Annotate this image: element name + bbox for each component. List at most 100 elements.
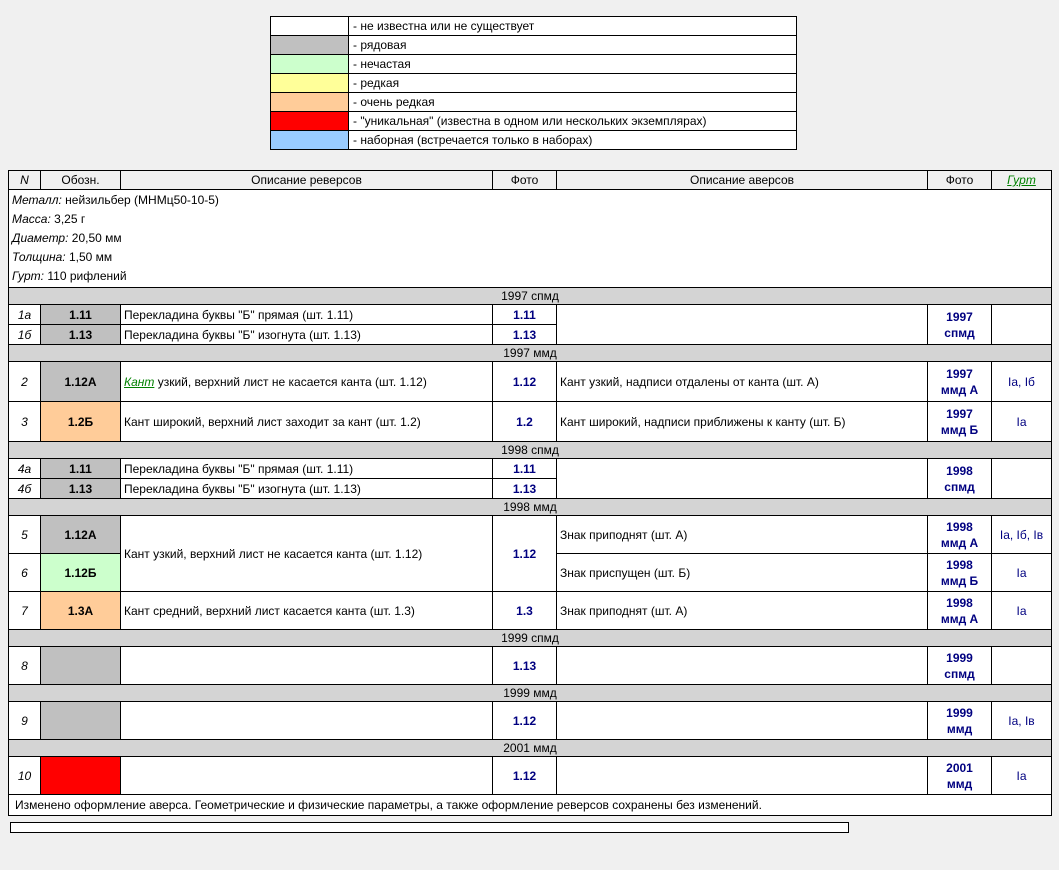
legend-color-swatch [270, 92, 349, 112]
reverse-photo-link[interactable]: 1.11 [492, 304, 557, 325]
gurt-link[interactable]: Iа [991, 401, 1052, 442]
reverse-photo-link[interactable]: 1.13 [492, 646, 557, 685]
legend-label: - нечастая [348, 54, 797, 74]
coin-varieties-table: N Обозн. Описание реверсов Фото Описание… [8, 170, 1052, 816]
col-header-photo-obverse: Фото [927, 170, 992, 190]
row-number: 4б [8, 478, 41, 499]
variety-code: 1.2Б [40, 401, 121, 442]
gurt-link[interactable]: Iа, Iв [991, 701, 1052, 740]
reverse-photo-link[interactable]: 1.3 [492, 591, 557, 630]
obverse-description [556, 304, 928, 345]
photo-link-line: ммд [946, 776, 973, 791]
obverse-photo-link[interactable]: 1998 спмд [927, 458, 992, 499]
obverse-photo-link[interactable]: 1998 ммд А [927, 515, 992, 554]
variety-row: 1б 1.13 Перекладина буквы "Б" изогнута (шт… [8, 324, 1052, 345]
photo-link-line: ммд А [940, 611, 979, 626]
reverse-photo-link[interactable]: 1.12 [492, 361, 557, 402]
obverse-photo-link[interactable]: 1999 спмд [927, 646, 992, 685]
obverse-photo-link[interactable]: 1997 ммд Б [927, 401, 992, 442]
obverse-description [556, 756, 928, 795]
obverse-description: Знак приподнят (шт. А) [556, 515, 928, 554]
page: - не известна или не существует - рядовая… [0, 16, 1059, 870]
legend-color-swatch [270, 35, 349, 55]
gurt-link[interactable]: Iа, Iб [991, 361, 1052, 402]
reverse-photo-link[interactable]: 1.11 [492, 458, 557, 479]
photo-link-line: 1997 [946, 309, 973, 324]
photo-link-line: 1998 [946, 463, 973, 478]
photo-link-line: 1998 [946, 595, 973, 610]
param-value: нейзильбер (МНМц50-10-5) [65, 193, 219, 207]
row-number: 10 [8, 756, 41, 795]
legend-color-swatch [270, 111, 349, 131]
gurt-cell [991, 646, 1052, 685]
obverse-description [556, 646, 928, 685]
param-label: Диаметр: [12, 231, 69, 245]
photo-link-line: 1999 [946, 705, 973, 720]
reverse-description: Кант узкий, верхний лист не касается кан… [120, 361, 493, 402]
reverse-photo-link[interactable]: 1.13 [492, 324, 557, 345]
variety-code: 1.12А [40, 361, 121, 402]
obverse-photo-link[interactable]: 1999 ммд [927, 701, 992, 740]
obverse-description: Кант широкий, надписи приближены к канту… [556, 401, 928, 442]
reverse-description: Кант широкий, верхний лист заходит за ка… [120, 401, 493, 442]
param-metal: Металл: нейзильбер (МНМц50-10-5) [12, 191, 1048, 210]
reverse-photo-link[interactable]: 1.13 [492, 478, 557, 499]
obverse-photo-link[interactable]: 1998 ммд Б [927, 553, 992, 592]
reverse-description: Перекладина буквы "Б" изогнута (шт. 1.13… [120, 478, 493, 499]
obverse-description [556, 458, 928, 499]
rarity-legend-table: - не известна или не существует - рядовая… [270, 16, 797, 150]
year-mint-section-header: 1997 ммд [8, 344, 1052, 362]
obverse-photo-link[interactable]: 1998 ммд А [927, 591, 992, 630]
photo-link-line: ммд А [940, 535, 979, 550]
table-footnote: Изменено оформление аверса. Геометрическ… [8, 794, 1052, 816]
reverse-description: Перекладина буквы "Б" изогнута (шт. 1.13… [120, 324, 493, 345]
photo-link-line: ммд Б [940, 422, 979, 437]
photo-link-line: ммд Б [940, 573, 979, 588]
year-mint-section-header: 1998 ммд [8, 498, 1052, 516]
obverse-photo-link[interactable]: 1997 спмд [927, 304, 992, 345]
gurt-header-link[interactable]: Гурт [1007, 173, 1036, 187]
photo-link-line: ммд А [940, 382, 979, 397]
catalog-header-row: N Обозн. Описание реверсов Фото Описание… [8, 170, 1052, 190]
reverse-photo-link[interactable]: 1.2 [492, 401, 557, 442]
gurt-cell [991, 458, 1052, 499]
photo-link-line: 1998 [946, 557, 973, 572]
legend-label: - редкая [348, 73, 797, 93]
photo-link-line: 2001 [946, 760, 973, 775]
variety-row: 7 1.3А Кант средний, верхний лист касается… [8, 591, 1052, 630]
gurt-link[interactable]: Iа [991, 756, 1052, 795]
obverse-description: Кант узкий, надписи отдалены от канта (ш… [556, 361, 928, 402]
legend-color-swatch [270, 16, 349, 36]
row-number: 4а [8, 458, 41, 479]
legend-label: - очень редкая [348, 92, 797, 112]
obverse-photo-link[interactable]: 2001 ммд [927, 756, 992, 795]
photo-link-line: спмд [944, 325, 975, 340]
obverse-photo-link[interactable]: 1997 ммд А [927, 361, 992, 402]
empty-footer-box [10, 822, 849, 833]
variety-row: 10 1.12 2001 ммд Iа [8, 756, 1052, 795]
photo-link-line: ммд [946, 721, 973, 736]
reverse-description: Перекладина буквы "Б" прямая (шт. 1.11) [120, 304, 493, 325]
legend-row: - "уникальная" (известна в одном или нес… [270, 111, 797, 131]
legend-row: - очень редкая [270, 92, 797, 112]
reverse-photo-link[interactable]: 1.12 [492, 756, 557, 795]
reverse-photo-link[interactable]: 1.12 [492, 701, 557, 740]
legend-label: - рядовая [348, 35, 797, 55]
variety-code: 1.13 [40, 478, 121, 499]
variety-row: 8 1.13 1999 спмд [8, 646, 1052, 685]
coin-parameters-row: Металл: нейзильбер (МНМц50-10-5) Масса: … [8, 189, 1052, 288]
gurt-link[interactable]: Iа [991, 553, 1052, 592]
param-value: 1,50 мм [68, 250, 113, 264]
col-header-gurt: Гурт [991, 170, 1052, 190]
reverse-description [120, 701, 493, 740]
kant-link[interactable]: Кант [124, 374, 155, 389]
variety-code: 1.12Б [40, 553, 121, 592]
gurt-link[interactable]: Iа [991, 591, 1052, 630]
legend-label: - "уникальная" (известна в одном или нес… [348, 111, 797, 131]
gurt-link[interactable]: Iа, Iб, Iв [991, 515, 1052, 554]
param-label: Металл: [12, 193, 62, 207]
legend-row: - нечастая [270, 54, 797, 74]
variety-row: 6 1.12Б Знак приспущен (шт. Б) 1998 ммд Б Iа [8, 553, 1052, 592]
coin-parameters: Металл: нейзильбер (МНМц50-10-5) Масса: … [8, 189, 1052, 288]
reverse-photo-link[interactable]: 1.12 [492, 515, 557, 592]
